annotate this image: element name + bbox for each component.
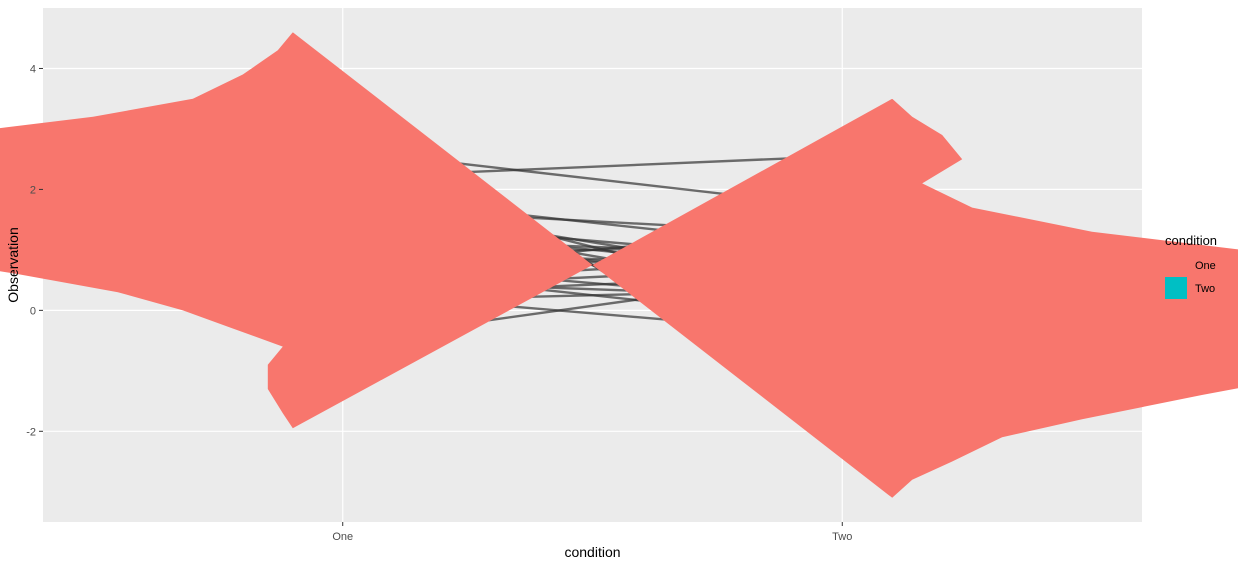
y-tick-label: -2 — [26, 426, 36, 438]
legend-title: condition — [1165, 233, 1217, 248]
legend-label: One — [1195, 260, 1216, 272]
legend-key — [1165, 277, 1187, 299]
x-tick-label: One — [332, 531, 353, 543]
violin-one — [0, 32, 593, 429]
y-tick-label: 4 — [30, 63, 36, 75]
violins — [0, 32, 1238, 498]
legend: condition One Two — [1165, 233, 1217, 299]
x-axis-title: condition — [564, 544, 620, 560]
violin-two — [592, 98, 1238, 498]
y-axis: -2 0 2 4 — [26, 63, 43, 438]
y-tick-label: 0 — [30, 305, 36, 317]
legend-label: Two — [1195, 283, 1215, 295]
legend-key — [1165, 254, 1187, 276]
y-tick-label: 2 — [30, 184, 36, 196]
x-tick-label: Two — [832, 531, 852, 543]
x-axis: One Two — [332, 522, 852, 543]
y-axis-title: Observation — [5, 227, 21, 302]
